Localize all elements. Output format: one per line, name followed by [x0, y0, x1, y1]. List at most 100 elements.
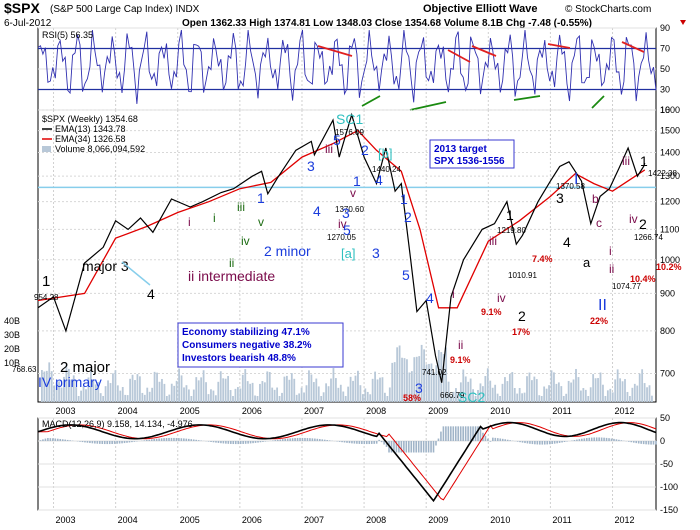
- x-tick-label-2010: 2010: [490, 406, 510, 416]
- volume-tick-label-20B: 20B: [4, 344, 20, 354]
- macd-histogram-bar: [551, 441, 553, 444]
- volume-bar: [165, 396, 168, 402]
- volume-bar: [139, 376, 141, 402]
- rsi-divergence-line: [447, 49, 471, 63]
- macd-histogram-bar: [195, 439, 198, 441]
- macd-histogram-bar: [225, 441, 227, 444]
- macd-histogram-bar: [346, 441, 348, 443]
- macd-histogram-bar: [197, 440, 200, 441]
- macd-histogram-bar: [111, 441, 113, 444]
- wave-label: iii: [622, 154, 630, 168]
- volume-bar: [116, 385, 119, 402]
- volume-bar: [638, 373, 641, 402]
- volume-bar: [447, 381, 450, 402]
- volume-bar: [168, 394, 171, 402]
- macd-histogram-bar: [425, 441, 427, 453]
- rsi-tick-label-50: 50: [660, 64, 670, 74]
- price-label: 1370.60: [335, 205, 364, 214]
- macd-histogram-bar: [49, 438, 52, 441]
- volume-bar: [609, 388, 612, 402]
- macd-histogram-bar: [605, 437, 608, 441]
- volume-bar: [474, 396, 477, 402]
- price-label: 768.63: [12, 365, 37, 374]
- macd-histogram-bar: [600, 437, 603, 441]
- macd-histogram-bar: [39, 440, 42, 441]
- macd-histogram-bar: [640, 441, 642, 444]
- volume-bar: [357, 370, 359, 402]
- price-label: 1010.91: [508, 271, 537, 280]
- macd-histogram-bar: [155, 438, 158, 441]
- macd-histogram-bar: [613, 438, 615, 441]
- volume-bar: [305, 385, 308, 402]
- volume-bar: [646, 387, 648, 402]
- y-tick-label-700: 700: [660, 368, 675, 378]
- macd-histogram-bar: [230, 441, 232, 444]
- wave-label: 2: [404, 209, 412, 225]
- macd-histogram-bar: [165, 438, 168, 441]
- volume-bar: [467, 381, 470, 402]
- volume-bar: [624, 379, 626, 402]
- legend-volume-swatch: [42, 146, 51, 152]
- volume-bar: [126, 395, 129, 402]
- macd-histogram-bar: [237, 441, 240, 445]
- volume-bar: [462, 369, 465, 402]
- macd-histogram-bar: [338, 441, 341, 442]
- volume-bar: [521, 393, 523, 402]
- volume-bar: [244, 369, 247, 402]
- macd-histogram-bar: [647, 441, 650, 445]
- volume-bar: [45, 370, 48, 402]
- volume-bar: [589, 387, 592, 402]
- macd-histogram-bar: [563, 441, 566, 443]
- volume-bar: [616, 369, 619, 402]
- price-label: 954.28: [34, 293, 59, 302]
- rsi-divergence-line: [591, 95, 605, 109]
- volume-bar: [239, 388, 242, 402]
- volume-bar: [315, 378, 318, 402]
- volume-bar: [499, 396, 501, 402]
- wave-label: ii intermediate: [188, 268, 275, 284]
- target-box-line-1: 2013 target: [434, 144, 487, 155]
- macd-histogram-bar: [576, 439, 578, 441]
- legend-volume: Volume 8,066,094,592: [55, 144, 145, 154]
- volume-bar: [602, 384, 604, 402]
- macd-histogram-bar: [462, 426, 464, 441]
- macd-histogram-bar: [91, 441, 94, 444]
- macd-histogram-bar: [363, 441, 366, 445]
- macd-histogram-bar: [299, 437, 301, 441]
- volume-bar: [112, 373, 114, 402]
- volume-bar: [205, 382, 207, 402]
- volume-bar: [450, 396, 452, 402]
- wave-label: iv: [338, 217, 347, 231]
- macd-x-tick-label-2011: 2011: [552, 515, 571, 525]
- macd-histogram-bar: [472, 426, 474, 441]
- wave-label: 1: [506, 207, 514, 223]
- macd-histogram-bar: [400, 441, 403, 453]
- macd-histogram-bar: [183, 438, 185, 441]
- volume-bar: [330, 378, 332, 402]
- macd-histogram-bar: [548, 441, 551, 445]
- volume-bar: [63, 376, 65, 402]
- watermark: Objective Elliott Wave: [423, 3, 538, 15]
- volume-bar: [308, 370, 310, 402]
- volume-bar: [540, 396, 543, 402]
- price-label: 1219.80: [497, 226, 526, 235]
- price-layer: [37, 112, 656, 383]
- macd-layer: [37, 417, 657, 511]
- macd-histogram-bar: [173, 437, 175, 441]
- wave-label: iii: [325, 142, 333, 156]
- macd-histogram-bar: [254, 441, 257, 443]
- volume-bar: [352, 380, 354, 402]
- volume-bar: [354, 375, 357, 402]
- volume-bar: [504, 377, 506, 402]
- macd-histogram-bar: [160, 438, 163, 441]
- volume-bar: [565, 393, 568, 402]
- volume-bar: [109, 383, 112, 402]
- wave-label: 2: [361, 142, 369, 158]
- x-tick-label-2007: 2007: [304, 406, 324, 416]
- macd-histogram-bar: [464, 426, 467, 441]
- volume-bar: [254, 395, 256, 402]
- volume-bar: [72, 375, 75, 402]
- chart-title: $SPX: [4, 0, 40, 16]
- macd-histogram-bar: [393, 441, 395, 453]
- rsi-divergence-line: [513, 95, 541, 101]
